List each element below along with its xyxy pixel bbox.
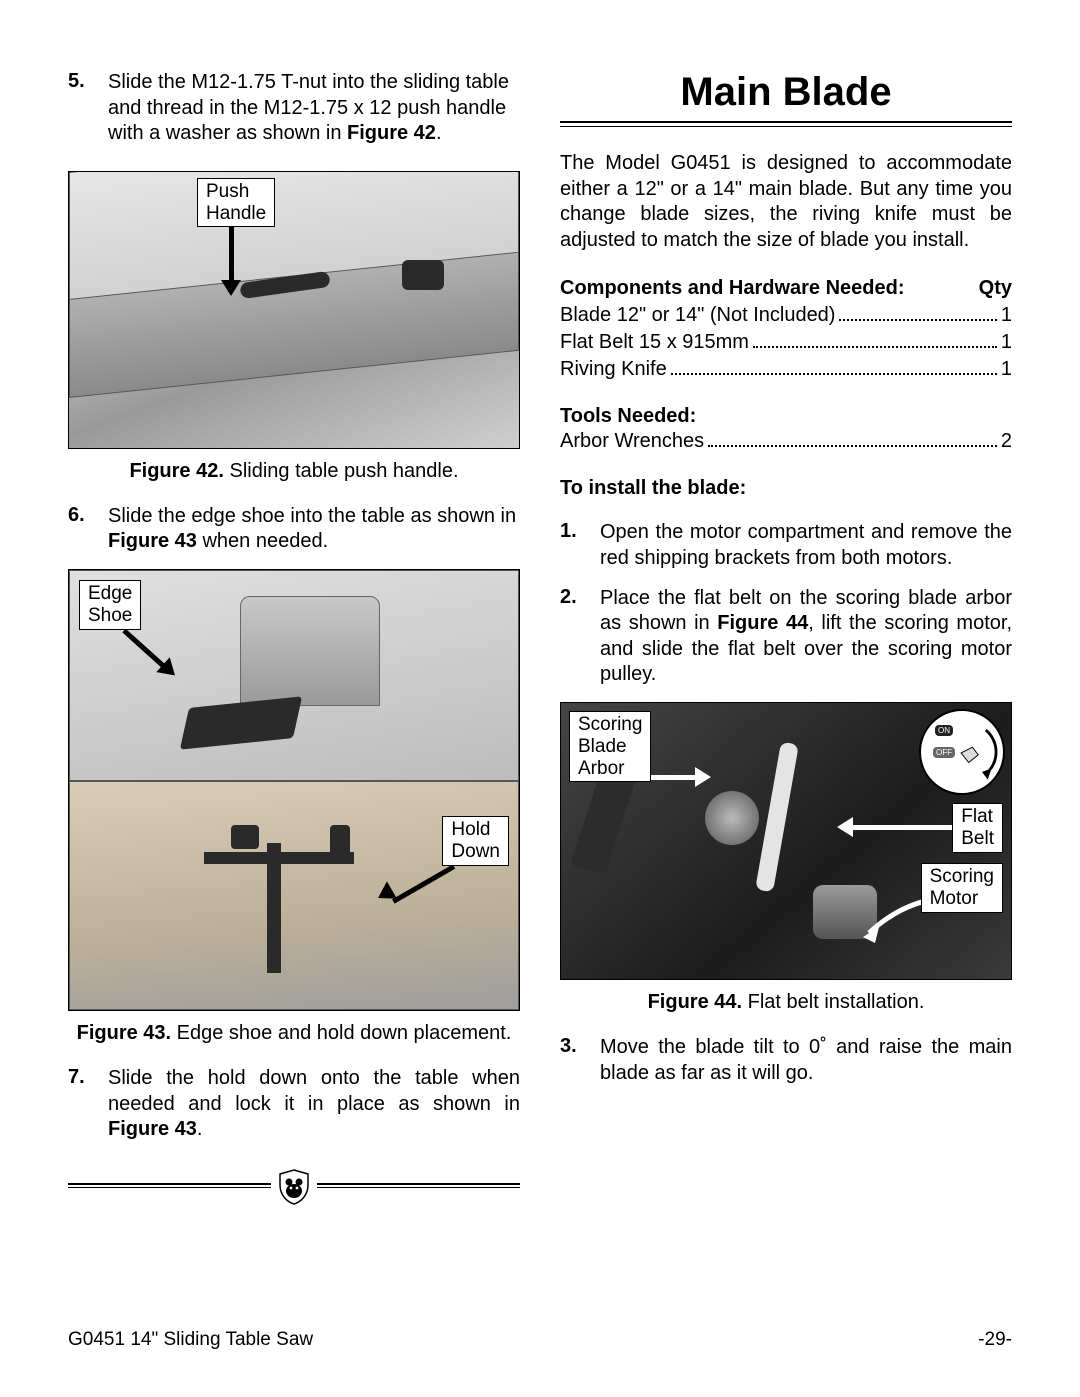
intro-paragraph: The Model G0451 is designed to accommoda… bbox=[560, 151, 1012, 253]
step-text: Open the motor compartment and remove th… bbox=[600, 520, 1012, 571]
step-text: Place the flat belt on the scoring blade… bbox=[600, 586, 1012, 688]
footer-page: -29- bbox=[978, 1329, 1012, 1351]
step-number: 1. bbox=[560, 520, 582, 571]
section-divider bbox=[68, 1173, 520, 1203]
component-row: Blade 12" or 14" (Not Included)1 bbox=[560, 302, 1012, 329]
step-number: 5. bbox=[68, 70, 90, 147]
component-row: Flat Belt 15 x 915mm1 bbox=[560, 329, 1012, 356]
on-off-inset: ON OFF bbox=[919, 709, 1005, 795]
bear-shield-icon bbox=[278, 1169, 310, 1205]
footer-model: G0451 14" Sliding Table Saw bbox=[68, 1329, 313, 1351]
step-number: 2. bbox=[560, 586, 582, 688]
install-step-3: 3. Move the blade tilt to 0˚ and raise t… bbox=[560, 1035, 1012, 1086]
step-number: 6. bbox=[68, 504, 90, 555]
tools-block: Tools Needed: Arbor Wrenches2 bbox=[560, 405, 1012, 455]
callout-scoring-arbor: Scoring Blade Arbor bbox=[569, 711, 651, 783]
step-5: 5. Slide the M12-1.75 T-nut into the sli… bbox=[68, 70, 520, 147]
components-head: Components and Hardware Needed: bbox=[560, 275, 905, 302]
callout-edge-shoe: Edge Shoe bbox=[79, 580, 141, 630]
step-number: 3. bbox=[560, 1035, 582, 1086]
component-row: Riving Knife1 bbox=[560, 356, 1012, 383]
right-column: Main Blade The Model G0451 is designed t… bbox=[560, 70, 1012, 1203]
step-text: Slide the hold down onto the table when … bbox=[108, 1066, 520, 1143]
figure-44: ON OFF Scoring Blade Arbor Flat Belt bbox=[560, 702, 1012, 980]
page-footer: G0451 14" Sliding Table Saw -29- bbox=[68, 1329, 1012, 1351]
qty-head: Qty bbox=[979, 275, 1012, 302]
step-7: 7. Slide the hold down onto the table wh… bbox=[68, 1066, 520, 1143]
step-text: Slide the edge shoe into the table as sh… bbox=[108, 504, 520, 555]
step-text: Move the blade tilt to 0˚ and raise the … bbox=[600, 1035, 1012, 1086]
step-text: Slide the M12-1.75 T-nut into the slidin… bbox=[108, 70, 520, 147]
tool-row: Arbor Wrenches2 bbox=[560, 428, 1012, 455]
figure-42: Push Handle bbox=[68, 171, 520, 449]
callout-push-handle: Push Handle bbox=[197, 178, 275, 228]
step-number: 7. bbox=[68, 1066, 90, 1143]
callout-flat-belt: Flat Belt bbox=[952, 803, 1003, 853]
tools-head: Tools Needed: bbox=[560, 405, 1012, 428]
figure-43: Edge Shoe Hold Down bbox=[68, 569, 520, 1011]
components-block: Components and Hardware Needed: Qty Blad… bbox=[560, 275, 1012, 383]
figure-43-caption: Figure 43. Edge shoe and hold down place… bbox=[68, 1021, 520, 1046]
figure-44-caption: Figure 44. Flat belt installation. bbox=[560, 990, 1012, 1015]
callout-scoring-motor: Scoring Motor bbox=[921, 863, 1003, 913]
title-rule bbox=[560, 121, 1012, 127]
callout-hold-down: Hold Down bbox=[442, 816, 509, 866]
install-step-2: 2. Place the flat belt on the scoring bl… bbox=[560, 586, 1012, 688]
section-title: Main Blade bbox=[560, 70, 1012, 115]
left-column: 5. Slide the M12-1.75 T-nut into the sli… bbox=[68, 70, 520, 1203]
figure-42-caption: Figure 42. Sliding table push handle. bbox=[68, 459, 520, 484]
install-step-1: 1. Open the motor compartment and remove… bbox=[560, 520, 1012, 571]
step-6: 6. Slide the edge shoe into the table as… bbox=[68, 504, 520, 555]
install-head: To install the blade: bbox=[560, 477, 1012, 500]
